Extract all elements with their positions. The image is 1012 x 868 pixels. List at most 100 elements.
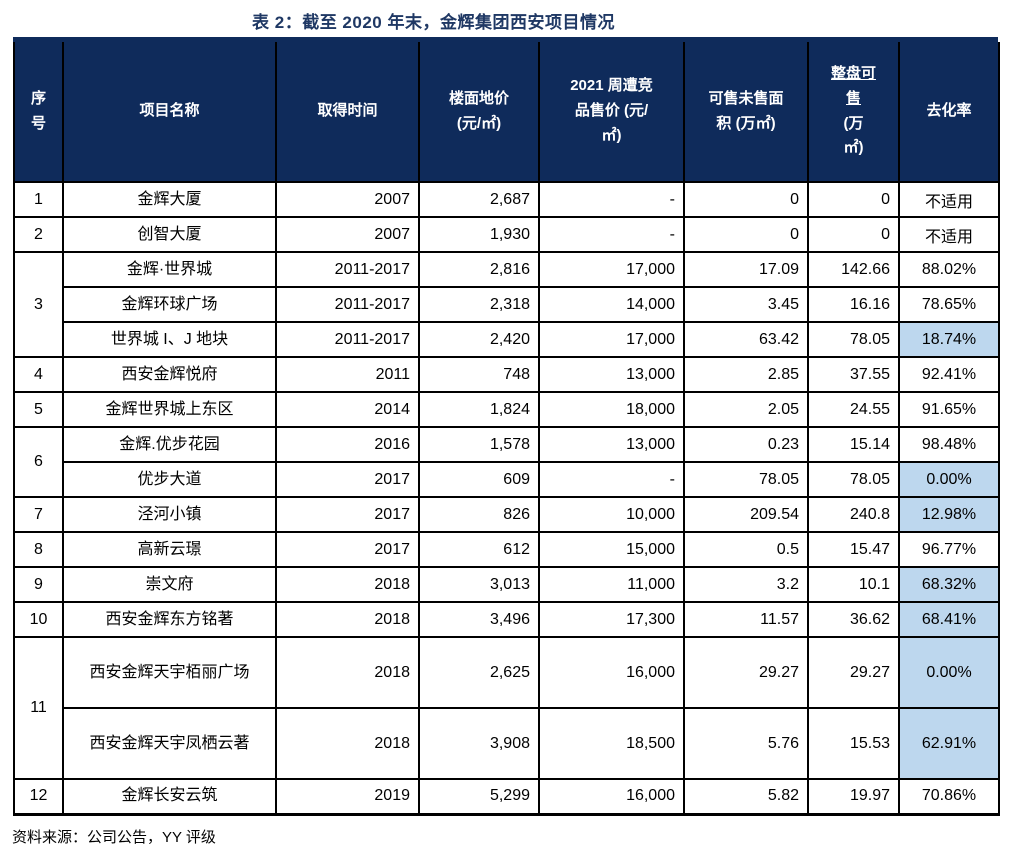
cell-competitor-price: 10,000 bbox=[538, 496, 685, 533]
cell-project-name: 西安金辉悦府 bbox=[62, 356, 277, 393]
cell-floor-price: 3,908 bbox=[418, 707, 540, 780]
cell-project-name: 优步大道 bbox=[62, 461, 277, 498]
cell-acquisition-time: 2018 bbox=[275, 566, 420, 603]
cell-project-name: 创智大厦 bbox=[62, 216, 277, 253]
cell-competitor-price: 17,000 bbox=[538, 321, 685, 358]
cell-competitor-price: 17,000 bbox=[538, 251, 685, 288]
cell-absorption-rate-highlighted: 0.00% bbox=[898, 461, 1000, 498]
cell-seq: 3 bbox=[13, 251, 64, 358]
cell-seq: 6 bbox=[13, 426, 64, 498]
cell-competitor-price: 18,500 bbox=[538, 707, 685, 780]
cell-floor-price: 2,816 bbox=[418, 251, 540, 288]
cell-total-salable: 15.53 bbox=[807, 707, 900, 780]
header-floor-price: 楼面地价 (元/㎡) bbox=[418, 42, 540, 183]
cell-absorption-rate: 78.65% bbox=[898, 286, 1000, 323]
cell-total-salable: 0 bbox=[807, 181, 900, 218]
table-row: 3 金辉·世界城 2011-2017 2,816 17,000 17.09 14… bbox=[13, 251, 1000, 358]
cell-unsold-area: 2.85 bbox=[683, 356, 809, 393]
table-row: 9 崇文府 2018 3,013 11,000 3.2 10.1 68.32% bbox=[13, 566, 1000, 603]
table-row: 金辉环球广场 2011-2017 2,318 14,000 3.45 16.16… bbox=[14, 286, 1000, 323]
cell-absorption-rate: 96.77% bbox=[898, 531, 1000, 568]
table-row: 西安金辉天宇凤栖云著 2018 3,908 18,500 5.76 15.53 … bbox=[14, 707, 1000, 780]
cell-acquisition-time: 2011-2017 bbox=[275, 321, 420, 358]
cell-total-salable: 19.97 bbox=[807, 778, 900, 815]
cell-absorption-rate: 不适用 bbox=[898, 181, 1000, 218]
cell-total-salable: 142.66 bbox=[807, 251, 900, 288]
table-body: 1 金辉大厦 2007 2,687 - 0 0 不适用 2 创智大厦 2007 … bbox=[13, 181, 1000, 815]
header-competitor-price: 2021 周遭竞 品售价 (元/ ㎡) bbox=[538, 42, 685, 183]
cell-project-name: 金辉·世界城 bbox=[62, 251, 277, 288]
cell-competitor-price: 16,000 bbox=[538, 636, 685, 709]
table-row: 8 高新云璟 2017 612 15,000 0.5 15.47 96.77% bbox=[13, 531, 1000, 568]
cell-seq: 4 bbox=[13, 356, 64, 393]
cell-floor-price: 2,687 bbox=[418, 181, 540, 218]
cell-floor-price: 826 bbox=[418, 496, 540, 533]
table-title: 表 2：截至 2020 年末，金辉集团西安项目情况 bbox=[252, 13, 615, 32]
cell-acquisition-time: 2007 bbox=[275, 181, 420, 218]
cell-acquisition-time: 2007 bbox=[275, 216, 420, 253]
cell-seq: 1 bbox=[13, 181, 64, 218]
cell-competitor-price: 15,000 bbox=[538, 531, 685, 568]
cell-project-name: 世界城 I、J 地块 bbox=[62, 321, 277, 358]
cell-floor-price: 609 bbox=[418, 461, 540, 498]
cell-competitor-price: 18,000 bbox=[538, 391, 685, 428]
cell-floor-price: 1,578 bbox=[418, 426, 540, 463]
cell-absorption-rate-highlighted: 0.00% bbox=[898, 636, 1000, 709]
cell-unsold-area: 2.05 bbox=[683, 391, 809, 428]
cell-total-salable: 16.16 bbox=[807, 286, 900, 323]
cell-floor-price: 3,496 bbox=[418, 601, 540, 638]
cell-total-salable: 36.62 bbox=[807, 601, 900, 638]
cell-project-name: 西安金辉东方铭著 bbox=[62, 601, 277, 638]
cell-total-salable: 78.05 bbox=[807, 321, 900, 358]
table-row: 优步大道 2017 609 - 78.05 78.05 0.00% bbox=[14, 461, 1000, 498]
cell-floor-price: 1,824 bbox=[418, 391, 540, 428]
cell-acquisition-time: 2016 bbox=[275, 426, 420, 463]
cell-competitor-price: - bbox=[538, 216, 685, 253]
cell-unsold-area: 78.05 bbox=[683, 461, 809, 498]
cell-absorption-rate: 91.65% bbox=[898, 391, 1000, 428]
cell-acquisition-time: 2011-2017 bbox=[275, 286, 420, 323]
cell-acquisition-time: 2017 bbox=[275, 461, 420, 498]
cell-unsold-area: 3.2 bbox=[683, 566, 809, 603]
header-seq: 序 号 bbox=[13, 42, 64, 183]
cell-floor-price: 5,299 bbox=[418, 778, 540, 815]
cell-project-name: 金辉长安云筑 bbox=[62, 778, 277, 815]
cell-absorption-rate-highlighted: 18.74% bbox=[898, 321, 1000, 358]
cell-acquisition-time: 2018 bbox=[275, 707, 420, 780]
cell-floor-price: 2,625 bbox=[418, 636, 540, 709]
cell-project-name: 崇文府 bbox=[62, 566, 277, 603]
table-row: 11 西安金辉天宇栢丽广场 2018 2,625 16,000 29.27 29… bbox=[13, 636, 1000, 780]
cell-competitor-price: 14,000 bbox=[538, 286, 685, 323]
cell-seq: 8 bbox=[13, 531, 64, 568]
cell-acquisition-time: 2014 bbox=[275, 391, 420, 428]
cell-seq: 2 bbox=[13, 216, 64, 253]
header-unsold-area: 可售未售面 积 (万㎡) bbox=[683, 42, 809, 183]
cell-total-salable: 0 bbox=[807, 216, 900, 253]
table-row: 7 泾河小镇 2017 826 10,000 209.54 240.8 12.9… bbox=[13, 496, 1000, 533]
table-row: 世界城 I、J 地块 2011-2017 2,420 17,000 63.42 … bbox=[14, 321, 1000, 358]
cell-unsold-area: 5.76 bbox=[683, 707, 809, 780]
cell-acquisition-time: 2011-2017 bbox=[275, 251, 420, 288]
cell-competitor-price: 13,000 bbox=[538, 426, 685, 463]
cell-unsold-area: 0 bbox=[683, 216, 809, 253]
cell-unsold-area: 0.23 bbox=[683, 426, 809, 463]
cell-floor-price: 612 bbox=[418, 531, 540, 568]
table-row: 4 西安金辉悦府 2011 748 13,000 2.85 37.55 92.4… bbox=[13, 356, 1000, 393]
cell-acquisition-time: 2019 bbox=[275, 778, 420, 815]
cell-unsold-area: 0.5 bbox=[683, 531, 809, 568]
cell-unsold-area: 63.42 bbox=[683, 321, 809, 358]
table-row: 12 金辉长安云筑 2019 5,299 16,000 5.82 19.97 7… bbox=[13, 778, 1000, 815]
table-row: 6 金辉.优步花园 2016 1,578 13,000 0.23 15.14 9… bbox=[13, 426, 1000, 498]
cell-competitor-price: 13,000 bbox=[538, 356, 685, 393]
cell-competitor-price: - bbox=[538, 181, 685, 218]
cell-competitor-price: 11,000 bbox=[538, 566, 685, 603]
cell-project-name: 高新云璟 bbox=[62, 531, 277, 568]
header-total-salable: 整盘可 售 (万 ㎡) bbox=[807, 42, 900, 183]
cell-absorption-rate-highlighted: 68.32% bbox=[898, 566, 1000, 603]
table-header: 序 号 项目名称 取得时间 楼面地价 (元/㎡) 2021 周遭竞 品售价 (元… bbox=[13, 42, 1000, 183]
cell-unsold-area: 0 bbox=[683, 181, 809, 218]
cell-acquisition-time: 2017 bbox=[275, 531, 420, 568]
cell-floor-price: 2,318 bbox=[418, 286, 540, 323]
cell-seq: 11 bbox=[13, 636, 64, 780]
